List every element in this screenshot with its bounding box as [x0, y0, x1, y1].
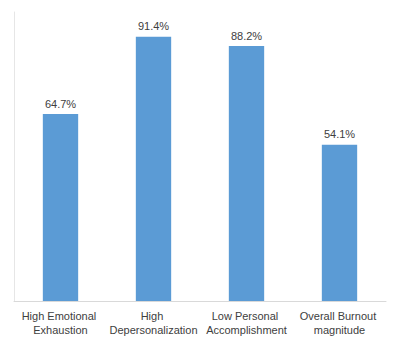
svg-text:High: High	[141, 310, 167, 322]
svg-text:91.4%: 91.4%	[138, 20, 169, 32]
svg-text:Overall Burnout: Overall Burnout	[300, 310, 379, 322]
svg-text:64.7%: 64.7%	[45, 98, 76, 110]
svg-text:High Emotional: High Emotional	[22, 310, 100, 322]
svg-text:Depersonalization: Depersonalization	[109, 324, 197, 336]
svg-text:54.1%: 54.1%	[324, 128, 355, 140]
svg-text:Exhaustion: Exhaustion	[33, 324, 87, 336]
svg-text:Accomplishment: Accomplishment	[206, 324, 287, 336]
svg-text:88.2%: 88.2%	[231, 30, 262, 42]
svg-text:Low Personal: Low Personal	[212, 310, 282, 322]
svg-text:magnitude: magnitude	[314, 324, 365, 336]
